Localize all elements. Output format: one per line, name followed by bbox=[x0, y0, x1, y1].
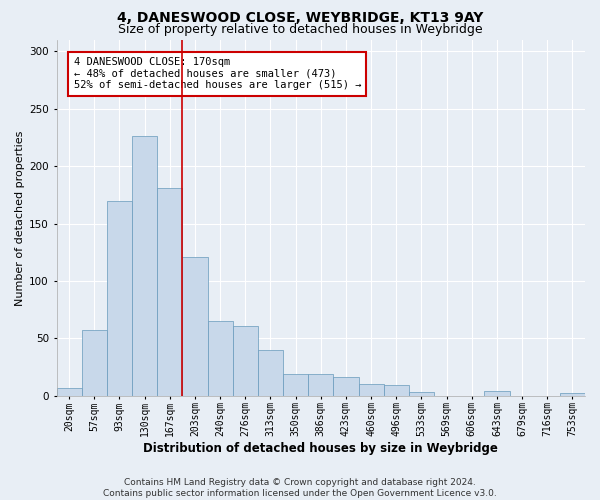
Bar bbox=[383, 386, 409, 396]
Bar bbox=[56, 388, 82, 396]
Bar bbox=[233, 326, 258, 396]
Bar bbox=[132, 136, 157, 396]
Bar bbox=[409, 392, 434, 396]
Text: Size of property relative to detached houses in Weybridge: Size of property relative to detached ho… bbox=[118, 22, 482, 36]
X-axis label: Distribution of detached houses by size in Weybridge: Distribution of detached houses by size … bbox=[143, 442, 498, 455]
Bar bbox=[283, 374, 308, 396]
Bar bbox=[208, 321, 233, 396]
Bar bbox=[334, 378, 359, 396]
Text: 4, DANESWOOD CLOSE, WEYBRIDGE, KT13 9AY: 4, DANESWOOD CLOSE, WEYBRIDGE, KT13 9AY bbox=[117, 11, 483, 25]
Y-axis label: Number of detached properties: Number of detached properties bbox=[15, 130, 25, 306]
Bar bbox=[157, 188, 182, 396]
Bar bbox=[359, 384, 383, 396]
Bar bbox=[484, 391, 509, 396]
Bar bbox=[82, 330, 107, 396]
Bar bbox=[560, 394, 585, 396]
Text: Contains HM Land Registry data © Crown copyright and database right 2024.
Contai: Contains HM Land Registry data © Crown c… bbox=[103, 478, 497, 498]
Bar bbox=[182, 257, 208, 396]
Bar bbox=[107, 200, 132, 396]
Bar bbox=[258, 350, 283, 396]
Bar bbox=[308, 374, 334, 396]
Text: 4 DANESWOOD CLOSE: 170sqm
← 48% of detached houses are smaller (473)
52% of semi: 4 DANESWOOD CLOSE: 170sqm ← 48% of detac… bbox=[74, 57, 361, 90]
